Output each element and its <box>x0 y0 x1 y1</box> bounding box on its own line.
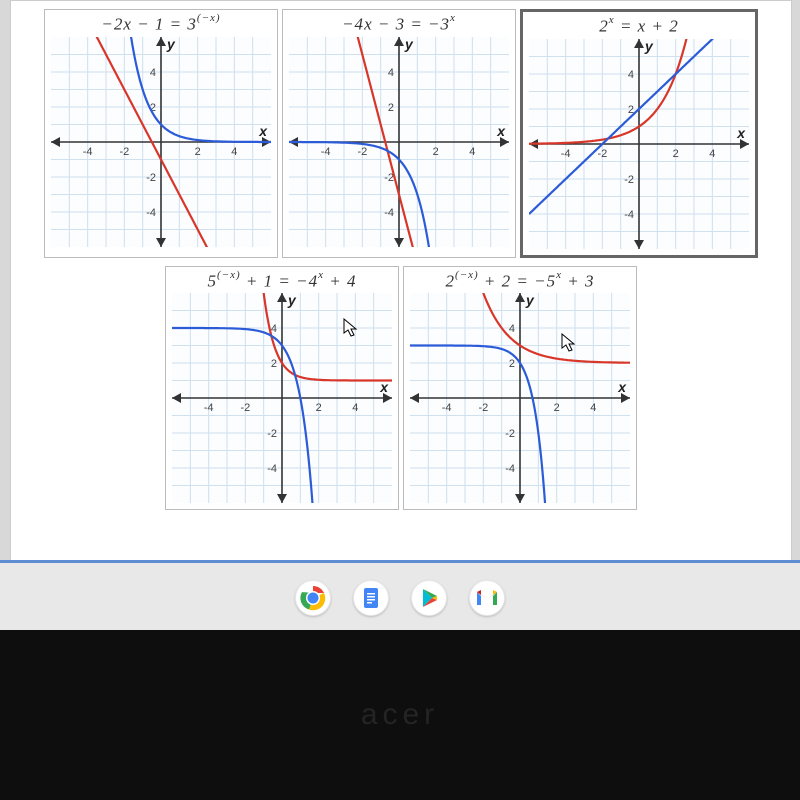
equation-card-p5[interactable]: 2(−x) + 2 = −5x + 3 -4 -4 -2 -2 2 2 4 4 y x <box>403 266 637 511</box>
svg-text:-2: -2 <box>478 402 488 414</box>
equation-card-p4[interactable]: 5(−x) + 1 = −4x + 4-4-4-2-22244yx <box>165 266 399 511</box>
svg-text:2: 2 <box>673 148 679 160</box>
equation-card-p2[interactable]: −4x − 3 = −3x-4-4-2-22244yx <box>282 9 516 258</box>
svg-text:4: 4 <box>388 67 394 79</box>
svg-text:4: 4 <box>352 402 358 414</box>
laptop-bezel: acer <box>0 630 800 800</box>
svg-text:-4: -4 <box>267 463 277 475</box>
svg-text:4: 4 <box>590 402 596 414</box>
svg-text:-4: -4 <box>624 209 634 221</box>
svg-text:y: y <box>404 37 414 52</box>
svg-text:y: y <box>644 39 654 54</box>
svg-text:-4: -4 <box>505 463 515 475</box>
row-1: −2x − 1 = 3(−x) -4 -4 -2 -2 2 2 4 4 y x −4x − 3 = −… <box>11 9 791 258</box>
svg-text:-2: -2 <box>357 146 367 158</box>
docs-icon[interactable] <box>353 580 389 616</box>
chrome-icon[interactable] <box>295 580 331 616</box>
svg-text:4: 4 <box>150 67 156 79</box>
svg-text:-2: -2 <box>505 428 515 440</box>
svg-text:-4: -4 <box>83 146 93 158</box>
svg-text:x: x <box>258 123 268 139</box>
svg-text:4: 4 <box>469 146 475 158</box>
worksheet-area: −2x − 1 = 3(−x) -4 -4 -2 -2 2 2 4 4 y x −4x − 3 = −… <box>10 0 792 562</box>
svg-text:2: 2 <box>554 402 560 414</box>
svg-text:2: 2 <box>433 146 439 158</box>
svg-text:-4: -4 <box>146 207 156 219</box>
svg-text:2: 2 <box>509 358 515 370</box>
svg-text:2: 2 <box>271 358 277 370</box>
play-store-icon[interactable] <box>411 580 447 616</box>
svg-text:4: 4 <box>509 323 515 335</box>
graph-plot: -4-4-2-22244yx <box>51 37 271 247</box>
svg-text:2: 2 <box>316 402 322 414</box>
svg-text:x: x <box>617 379 627 395</box>
svg-text:2: 2 <box>388 102 394 114</box>
graph-plot: -4-4-2-22244yx <box>289 37 509 247</box>
svg-text:y: y <box>525 293 535 308</box>
svg-text:-4: -4 <box>384 207 394 219</box>
taskbar <box>0 560 800 633</box>
svg-text:-2: -2 <box>624 174 634 186</box>
graph-plot: -4-4-2-22244yx <box>172 293 392 503</box>
equation-card-p1[interactable]: −2x − 1 = 3(−x)-4-4-2-22244yx <box>44 9 278 258</box>
svg-text:-4: -4 <box>321 146 331 158</box>
equation-title: −4x − 3 = −3x <box>289 14 509 35</box>
gmail-icon[interactable] <box>469 580 505 616</box>
svg-text:-2: -2 <box>240 402 250 414</box>
svg-text:y: y <box>287 293 297 308</box>
graph-plot: -4 -4 -2 -2 2 2 4 4 y x <box>410 293 630 503</box>
row-2: 5(−x) + 1 = −4x + 4 -4 -4 -2 -2 2 2 4 4 y x 2(−x) … <box>11 266 791 511</box>
equation-title: 2(−x) + 2 = −5x + 3 <box>410 271 630 292</box>
svg-text:4: 4 <box>709 148 715 160</box>
svg-text:4: 4 <box>628 69 634 81</box>
svg-text:-2: -2 <box>267 428 277 440</box>
equation-card-p3[interactable]: 2x = x + 2-4-4-2-22244yx <box>520 9 758 258</box>
svg-text:x: x <box>736 125 746 141</box>
svg-text:2: 2 <box>195 146 201 158</box>
svg-text:-4: -4 <box>204 402 214 414</box>
svg-text:-4: -4 <box>561 148 571 160</box>
svg-text:x: x <box>496 123 506 139</box>
brand-logo: acer <box>361 698 439 732</box>
equation-title: −2x − 1 = 3(−x) <box>51 14 271 35</box>
svg-text:y: y <box>166 37 176 52</box>
equation-title: 2x = x + 2 <box>529 16 749 37</box>
svg-text:-2: -2 <box>597 148 607 160</box>
graph-plot: -4-4-2-22244yx <box>529 39 749 249</box>
svg-text:-2: -2 <box>119 146 129 158</box>
svg-text:-4: -4 <box>442 402 452 414</box>
svg-text:4: 4 <box>231 146 237 158</box>
equation-title: 5(−x) + 1 = −4x + 4 <box>172 271 392 292</box>
svg-text:-2: -2 <box>146 172 156 184</box>
